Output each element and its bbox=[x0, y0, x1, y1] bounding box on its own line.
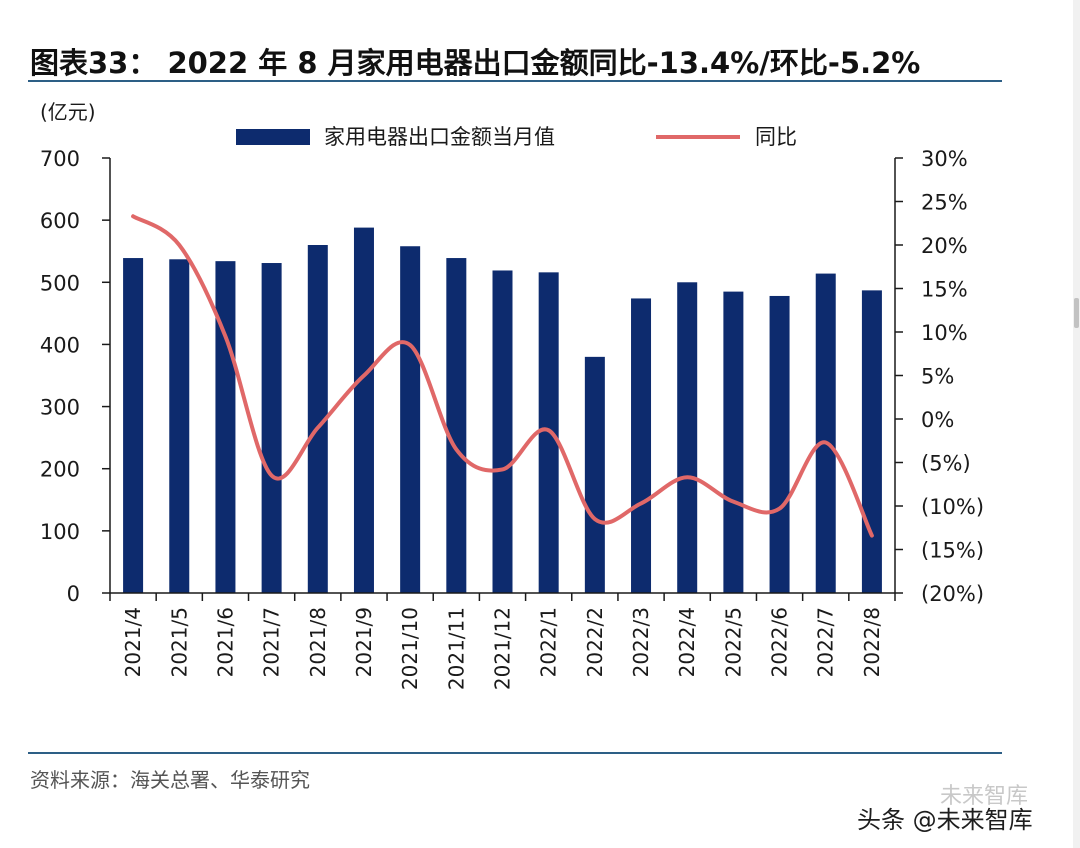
y-left-tick-label: 300 bbox=[40, 396, 80, 420]
scrollbar-track[interactable] bbox=[1073, 0, 1080, 848]
chart-title: 图表33： 2022 年 8 月家用电器出口金额同比-13.4%/环比-5.2% bbox=[30, 46, 921, 80]
source-note: 资料来源：海关总署、华泰研究 bbox=[30, 768, 310, 792]
y-right-tick-label: 5% bbox=[921, 365, 954, 389]
x-tick-label: 2021/12 bbox=[491, 607, 515, 690]
bar bbox=[723, 291, 744, 593]
watermark-attribution: 头条 @未来智库 bbox=[857, 806, 1033, 834]
x-tick-label: 2022/5 bbox=[721, 607, 745, 677]
y-right-tick-label: (20%) bbox=[921, 582, 984, 606]
legend-label-bar: 家用电器出口金额当月值 bbox=[324, 125, 555, 149]
bar bbox=[353, 227, 374, 593]
x-tick-label: 2021/9 bbox=[352, 607, 376, 677]
y-right-tick-label: 20% bbox=[921, 234, 968, 258]
bar bbox=[123, 258, 144, 593]
y-left-tick-label: 500 bbox=[40, 271, 80, 295]
y-right-tick-label: (15%) bbox=[921, 539, 984, 563]
x-tick-label: 2022/7 bbox=[814, 607, 838, 677]
y-right-tick-label: 25% bbox=[921, 191, 968, 215]
bar bbox=[631, 298, 652, 593]
y-left-unit-label: (亿元) bbox=[40, 100, 96, 124]
x-tick-label: 2021/7 bbox=[260, 607, 284, 677]
title-divider bbox=[28, 80, 1002, 82]
x-tick-label: 2021/4 bbox=[121, 607, 145, 677]
bar bbox=[861, 290, 882, 593]
bar bbox=[492, 270, 513, 593]
bar bbox=[400, 246, 421, 593]
scrollbar-thumb[interactable] bbox=[1074, 298, 1079, 328]
x-tick-label: 2022/6 bbox=[768, 607, 792, 677]
x-tick-label: 2021/5 bbox=[167, 607, 191, 677]
bar-series bbox=[123, 227, 882, 593]
bar bbox=[769, 295, 790, 593]
x-tick-label: 2022/4 bbox=[675, 607, 699, 677]
bar bbox=[446, 258, 467, 593]
axes bbox=[109, 158, 896, 594]
source-divider bbox=[28, 752, 1002, 754]
bar bbox=[261, 263, 282, 593]
x-tick-label: 2022/2 bbox=[583, 607, 607, 677]
y-right-tick-label: 10% bbox=[921, 321, 968, 345]
legend-label-line: 同比 bbox=[755, 125, 797, 149]
y-left-tick-label: 200 bbox=[40, 458, 80, 482]
y-right-tick-label: 30% bbox=[921, 147, 968, 171]
y-right-tick-label: 0% bbox=[921, 408, 954, 432]
yoy-line bbox=[131, 214, 874, 538]
y-left-tick-label: 0 bbox=[67, 582, 80, 606]
y-right-tick-label: (10%) bbox=[921, 495, 984, 519]
bar bbox=[584, 356, 605, 593]
x-tick-label: 2021/6 bbox=[213, 607, 237, 677]
y-right-axis: (20%) (15%) (10%) (5%) 0% 5% 10% 15% 20% 25% 30% bbox=[895, 147, 984, 606]
x-tick-label: 2022/8 bbox=[860, 607, 884, 677]
y-left-tick-label: 400 bbox=[40, 333, 80, 357]
x-tick-label: 2021/10 bbox=[398, 607, 422, 690]
legend-swatch-bar bbox=[236, 129, 310, 145]
watermark-logo-text: 未来智库 bbox=[940, 784, 1029, 809]
bar bbox=[815, 273, 836, 593]
y-left-axis: 0 100 200 300 400 500 600 700 bbox=[40, 147, 110, 606]
legend: 家用电器出口金额当月值 同比 bbox=[236, 125, 797, 149]
y-left-tick-label: 700 bbox=[40, 147, 80, 171]
bar bbox=[215, 261, 236, 593]
x-tick-label: 2022/1 bbox=[537, 607, 561, 677]
y-right-tick-label: 15% bbox=[921, 278, 968, 302]
x-axis: 2021/4 2021/5 2021/6 2021/7 2021/8 2021/9 2021… bbox=[109, 593, 896, 690]
x-tick-label: 2022/3 bbox=[629, 607, 653, 677]
bar bbox=[307, 245, 328, 593]
x-tick-label: 2021/11 bbox=[444, 607, 468, 690]
x-tick-label: 2021/8 bbox=[306, 607, 330, 677]
bar bbox=[677, 282, 698, 593]
y-left-tick-label: 600 bbox=[40, 209, 80, 233]
y-left-tick-label: 100 bbox=[40, 520, 80, 544]
bar bbox=[169, 259, 190, 593]
y-right-tick-label: (5%) bbox=[921, 452, 971, 476]
